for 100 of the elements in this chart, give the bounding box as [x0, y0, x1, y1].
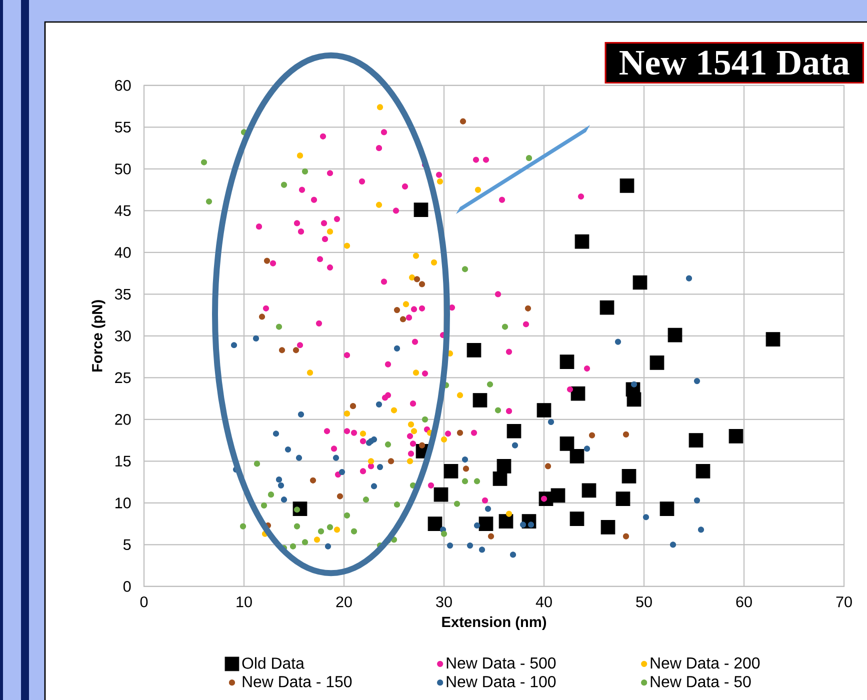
point [582, 483, 596, 498]
point [498, 514, 514, 528]
point [418, 281, 426, 288]
point [510, 552, 516, 558]
x-tick-label: 40 [536, 596, 552, 608]
point [466, 342, 482, 358]
point [570, 386, 586, 401]
point [294, 523, 300, 530]
point [474, 522, 480, 529]
point [570, 512, 584, 526]
point [492, 472, 508, 486]
point [520, 522, 526, 528]
point [412, 370, 420, 376]
point [336, 493, 344, 500]
point [268, 492, 274, 498]
x-tick-label: 10 [236, 596, 252, 608]
x-tick-label: 50 [636, 596, 652, 608]
point [668, 328, 682, 342]
x-axis-title: Extension (nm) [442, 616, 546, 630]
x-tick-label: 0 [140, 596, 148, 608]
point [390, 407, 398, 414]
x-tick-label: 30 [436, 596, 452, 608]
point [284, 446, 292, 453]
point [478, 516, 494, 531]
point [294, 506, 300, 513]
point [200, 159, 208, 166]
point [418, 442, 426, 448]
point [584, 446, 590, 452]
point [622, 469, 636, 484]
point [650, 355, 664, 370]
point [314, 536, 320, 543]
y-axis-title: Force (pN) [92, 300, 106, 372]
point [632, 275, 648, 290]
point [436, 178, 444, 185]
point [422, 416, 428, 422]
point [326, 524, 334, 530]
y-tick-label: 50 [114, 164, 131, 174]
y-tick-label: 30 [114, 330, 131, 342]
legend-label: Old Data [242, 657, 304, 669]
point [512, 442, 518, 448]
point [332, 454, 340, 461]
point [400, 316, 406, 322]
point [502, 324, 508, 330]
point [334, 526, 340, 533]
point [376, 464, 384, 470]
y-tick-label: 55 [114, 122, 131, 133]
point [254, 460, 260, 467]
point [370, 483, 378, 490]
point [694, 497, 700, 504]
y-tick-label: 10 [116, 498, 131, 508]
point [570, 449, 584, 464]
point [428, 516, 442, 531]
point [206, 198, 212, 205]
point [278, 482, 284, 488]
point [694, 378, 700, 384]
y-tick-label: 60 [115, 80, 131, 91]
point [252, 335, 260, 342]
point [290, 543, 296, 550]
point [260, 502, 268, 509]
point [272, 430, 280, 437]
legend-label: New Data - 200 [650, 657, 760, 669]
point [280, 182, 288, 188]
point [560, 354, 574, 369]
point [670, 542, 676, 548]
point [408, 274, 416, 281]
point [360, 430, 366, 437]
point [394, 502, 400, 508]
point [414, 276, 420, 282]
point [462, 456, 468, 463]
point [388, 458, 394, 464]
point [686, 275, 692, 282]
point [338, 468, 346, 476]
point [524, 305, 532, 312]
point [376, 104, 384, 110]
point [622, 533, 630, 540]
point [616, 492, 630, 506]
point [406, 458, 414, 464]
point [280, 496, 288, 503]
point [574, 234, 590, 249]
text: New 1541 Data [620, 50, 850, 75]
point [462, 466, 470, 472]
point [362, 496, 370, 503]
point [456, 430, 464, 436]
point [478, 546, 486, 553]
point [344, 242, 350, 249]
x-tick-label: 20 [336, 596, 352, 608]
point [376, 202, 382, 208]
point [600, 300, 614, 315]
point [410, 428, 418, 434]
legend-label: New Data - 100 [446, 676, 556, 688]
point [278, 347, 286, 354]
point [474, 478, 480, 484]
point [642, 514, 650, 520]
point [394, 307, 400, 314]
point [526, 155, 532, 162]
point [454, 500, 460, 507]
point [276, 324, 282, 330]
point [484, 506, 492, 512]
point [536, 403, 552, 418]
point [560, 436, 574, 451]
